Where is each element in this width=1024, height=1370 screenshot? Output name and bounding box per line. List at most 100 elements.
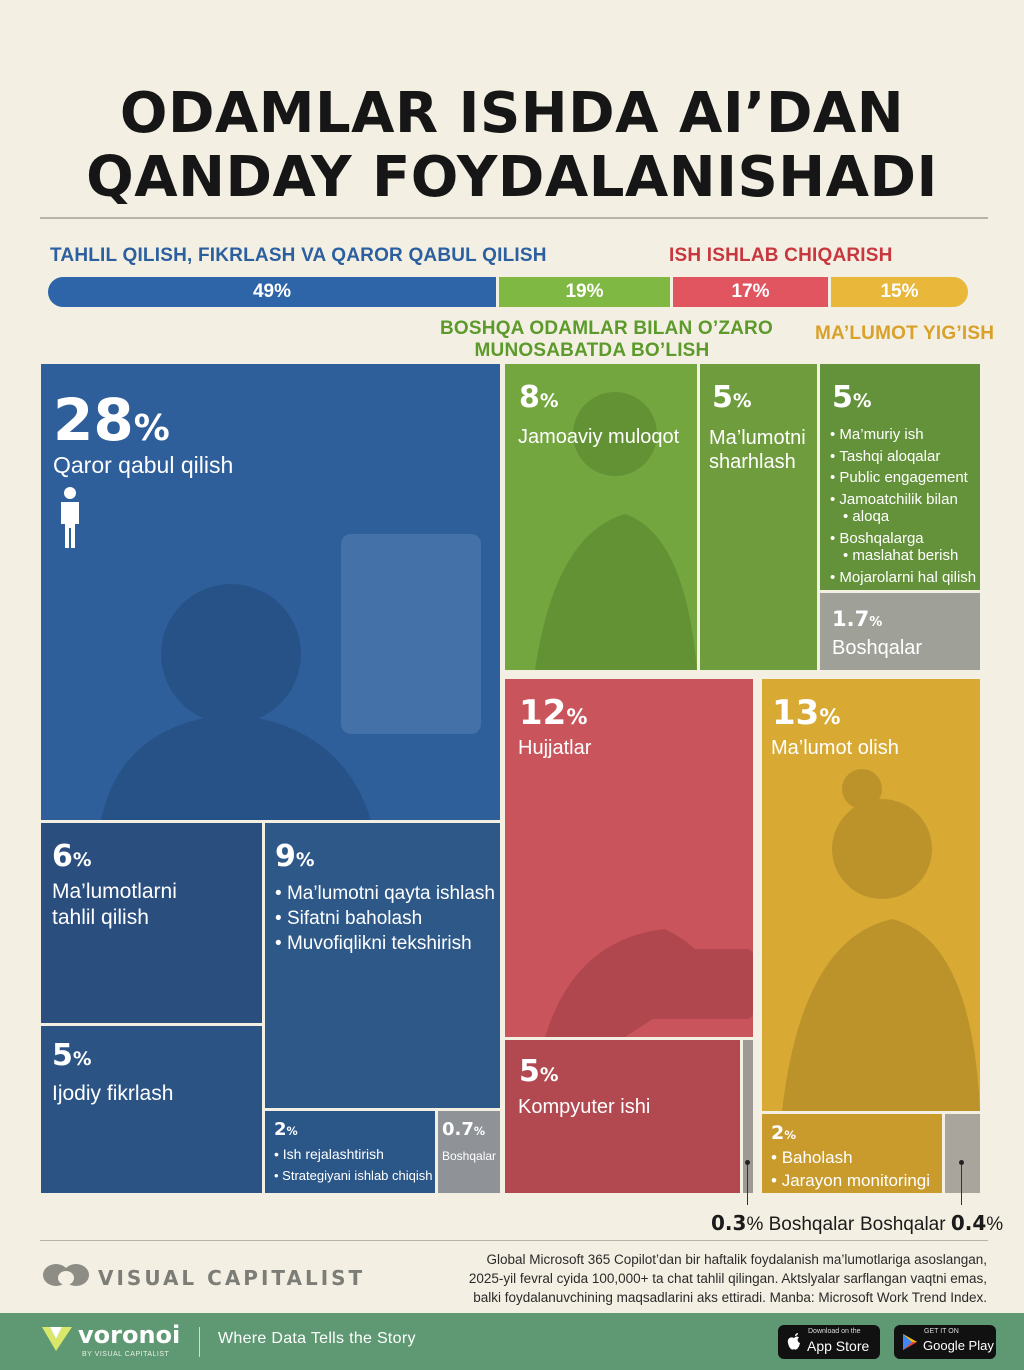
tile-processing-pct: 9%: [275, 839, 315, 874]
tile-creative-pct: 5%: [52, 1038, 92, 1073]
tile-info-get: 13% Ma’lumot olish: [762, 679, 980, 1111]
tile-production-other: [743, 1040, 753, 1193]
list-item: aloqa: [830, 508, 976, 526]
tile-computer: 5% Kompyuter ishi: [505, 1040, 740, 1193]
bar-segment-interaction: 19%: [499, 277, 670, 307]
list-item: Boshqalarga: [830, 530, 976, 548]
list-item-continuation: aloqa: [852, 508, 890, 525]
google-play-button[interactable]: GET IT ON Google Play: [894, 1325, 996, 1359]
source-line-3: balki foydalanuvchining maqsadlarini aks…: [473, 1290, 987, 1305]
tile-team: 8% Jamoaviy muloqot: [505, 364, 697, 670]
list-item: Ish rejalashtirish: [274, 1144, 432, 1165]
list-item: Public engagement: [830, 469, 976, 487]
tile-processing: 9% Ma’lumotni qayta ishlash Sifatni baho…: [265, 823, 500, 1108]
app-store-button[interactable]: Download on the App Store: [778, 1325, 880, 1359]
person-photo-icon: [101, 534, 481, 820]
category-label-interaction: BOSHQA ODAMLAR BILAN O’ZARO MUNOSABATDA …: [440, 318, 773, 362]
tile-interaction-other-pct: 1.7%: [832, 607, 883, 631]
app-store-small: Download on the: [808, 1328, 861, 1335]
team-photo-icon: [535, 392, 697, 670]
voronoi-logo-icon: [42, 1327, 72, 1351]
page-title: ODAMLAR ISHDA AI’DAN QANDAY FOYDALANISHA…: [0, 82, 1024, 210]
list-item: Muvofiqlikni tekshirish: [275, 931, 495, 956]
category-label-interaction-line2: MUNOSABATDA BO’LISH: [474, 340, 710, 361]
tile-computer-label: Kompyuter ishi: [518, 1096, 651, 1118]
visual-capitalist-logo-icon: [43, 1264, 89, 1286]
category-label-analysis: TAHLIL QILISH, FIKRLASH VA QAROR QABUL Q…: [50, 245, 547, 266]
bar-segment-info: 15%: [831, 277, 968, 307]
leader-dot-production-other: [745, 1160, 750, 1165]
list-item: Ma’lumotni qayta ishlash: [275, 881, 495, 906]
tile-interpret: 5% Ma’lumotni sharhlash: [700, 364, 817, 670]
leader-line-info-other: [961, 1163, 962, 1205]
tile-processing-list: Ma’lumotni qayta ishlash Sifatni baholas…: [275, 881, 495, 956]
keyboard-photo-icon: [545, 929, 753, 1037]
list-item: Jamoatchilik bilan: [830, 491, 976, 509]
source-line-2: 2025-yil fevral cyida 100,000+ ta chat t…: [468, 1271, 987, 1286]
tile-info-other: [945, 1114, 980, 1193]
voronoi-logo-sub: BY VISUAL CAPITALIST: [82, 1351, 170, 1358]
production-other-callout-label: Boshqalar: [768, 1214, 855, 1235]
list-item: Jarayon monitoringi: [771, 1169, 930, 1192]
tile-analysis-other: 0.7% Boshqalar: [438, 1111, 500, 1193]
voronoi-logo-text: voronoi: [78, 1321, 181, 1349]
footer-divider: [40, 1240, 988, 1241]
list-item: maslahat berish: [830, 547, 976, 565]
tile-evaluation-pct: 2%: [771, 1122, 797, 1144]
bar-segment-production: 17%: [673, 277, 828, 307]
category-label-info: MA’LUMOT YIG’ISH: [815, 323, 995, 344]
tile-decision-pct: 28%: [53, 386, 170, 454]
category-label-interaction-line1: BOSHQA ODAMLAR BILAN O’ZARO: [440, 318, 773, 339]
tile-planning: 2% Ish rejalashtirish Strategiyani ishla…: [265, 1111, 435, 1193]
footer-bar: voronoi BY VISUAL CAPITALIST Where Data …: [0, 1313, 1024, 1370]
info-other-callout-label: Boshqalar: [860, 1214, 946, 1235]
tile-data-analysis-label-2: tahlil qilish: [52, 906, 149, 929]
tile-analysis-other-pct: 0.7%: [442, 1119, 486, 1140]
list-item: Baholash: [771, 1146, 930, 1169]
tile-planning-list: Ish rejalashtirish Strategiyani ishlab c…: [274, 1144, 432, 1186]
title-divider: [40, 217, 988, 219]
tile-info-get-pct: 13%: [772, 693, 841, 733]
apple-icon: [787, 1333, 800, 1350]
source-line-1: Global Microsoft 365 Copilot’dan bir haf…: [486, 1252, 987, 1267]
person-icon: [61, 487, 79, 548]
tile-data-analysis-label: Ma’lumotlarni tahlil qilish: [52, 879, 177, 931]
tile-docs-pct: 12%: [519, 693, 588, 733]
tile-team-pct: 8%: [519, 380, 559, 415]
tile-data-analysis-label-1: Ma’lumotlarni: [52, 880, 177, 903]
list-item: Tashqi aloqalar: [830, 448, 976, 466]
tile-evaluation-list: Baholash Jarayon monitoringi: [771, 1146, 930, 1192]
production-other-callout-num: 0.3: [711, 1211, 747, 1235]
app-store-label: App Store: [807, 1338, 870, 1354]
bar-segment-analysis: 49%: [48, 277, 496, 307]
list-item-continuation: maslahat berish: [852, 547, 959, 564]
tile-decision: 28% Qaror qabul qilish: [41, 364, 500, 820]
production-other-callout-sym: %: [746, 1214, 764, 1235]
tile-docs: 12% Hujjatlar: [505, 679, 753, 1037]
leader-line-production-other: [747, 1163, 748, 1205]
info-other-callout-sym: %: [986, 1214, 1004, 1235]
tile-interpret-pct: 5%: [712, 380, 752, 415]
footer-tagline: Where Data Tells the Story: [218, 1330, 416, 1347]
tile-data-analysis: 6% Ma’lumotlarni tahlil qilish: [41, 823, 262, 1023]
tile-interpret-label: Ma’lumotni sharhlash: [709, 426, 806, 474]
tile-admin-pct: 5%: [832, 380, 872, 415]
tile-decision-label: Qaror qabul qilish: [53, 452, 234, 478]
tile-admin: 5% Ma’muriy ish Tashqi aloqalar Public e…: [820, 364, 980, 590]
tile-data-analysis-pct: 6%: [52, 839, 92, 874]
tile-interpret-label-1: Ma’lumotni: [709, 427, 806, 449]
tile-admin-list: Ma’muriy ish Tashqi aloqalar Public enga…: [830, 426, 976, 586]
tile-team-label: Jamoaviy muloqot: [518, 426, 680, 448]
category-label-production: ISH ISHLAB CHIQARISH: [669, 245, 893, 266]
google-play-small: GET IT ON: [924, 1328, 959, 1335]
list-item: Sifatni baholash: [275, 906, 495, 931]
woman-photo-icon: [782, 769, 980, 1111]
tile-creative-label: Ijodiy fikrlash: [52, 1082, 174, 1105]
title-line-1: ODAMLAR ISHDA AI’DAN: [119, 81, 905, 146]
tile-interaction-other-label: Boshqalar: [832, 637, 923, 659]
tile-interpret-label-2: sharhlash: [709, 451, 796, 473]
source-note: Global Microsoft 365 Copilot’dan bir haf…: [469, 1250, 987, 1307]
tile-info-get-label: Ma’lumot olish: [771, 737, 899, 759]
list-item: Mojarolarni hal qilish: [830, 569, 976, 587]
google-play-label: Google Play: [923, 1338, 994, 1353]
